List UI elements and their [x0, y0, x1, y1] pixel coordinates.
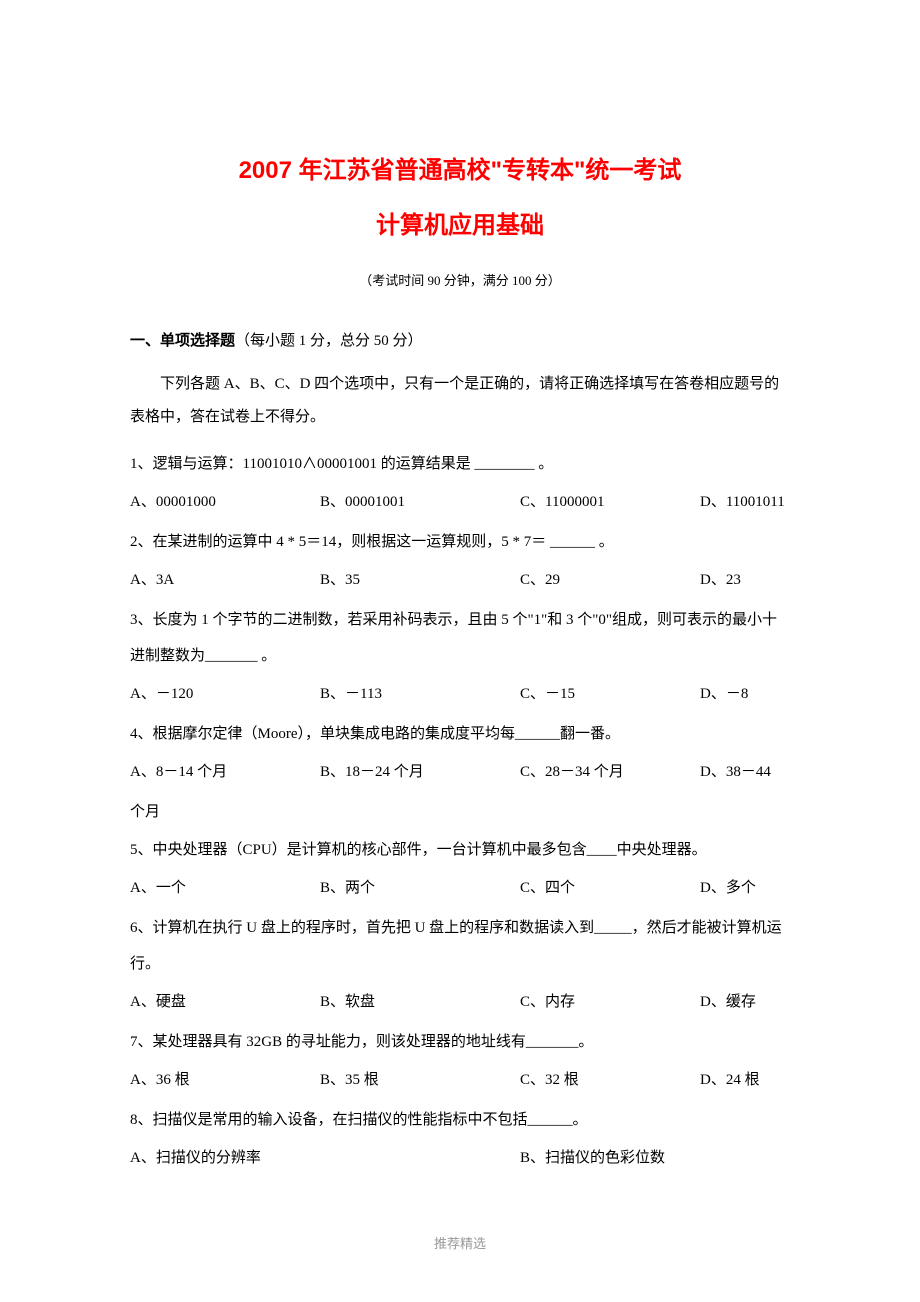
question-6: 6、计算机在执行 U 盘上的程序时，首先把 U 盘上的程序和数据读入到_____… — [130, 910, 790, 982]
question-3: 3、长度为 1 个字节的二进制数，若采用补码表示，且由 5 个"1"和 3 个"… — [130, 602, 790, 674]
q5-opt-b: B、两个 — [320, 870, 520, 906]
q5-opt-d: D、多个 — [700, 870, 790, 906]
question-2: 2、在某进制的运算中 4 * 5＝14，则根据这一运算规则，5 * 7＝ ___… — [130, 524, 790, 560]
q7-opt-b: B、35 根 — [320, 1062, 520, 1098]
q1-opt-b: B、00001001 — [320, 484, 520, 520]
q3-opt-b: B、－113 — [320, 676, 520, 712]
q1-opt-a: A、00001000 — [130, 484, 320, 520]
section-title: 一、单项选择题 — [130, 333, 235, 349]
page-footer: 推荐精选 — [0, 1233, 920, 1252]
question-4: 4、根据摩尔定律（Moore），单块集成电路的集成度平均每______翻一番。 — [130, 716, 790, 752]
q2-opt-c: C、29 — [520, 562, 700, 598]
q7-opt-d: D、24 根 — [700, 1062, 790, 1098]
q5-opt-c: C、四个 — [520, 870, 700, 906]
q8-opt-a: A、扫描仪的分辨率 — [130, 1140, 520, 1176]
question-8-options: A、扫描仪的分辨率 B、扫描仪的色彩位数 — [130, 1140, 790, 1176]
q7-opt-c: C、32 根 — [520, 1062, 700, 1098]
q3-opt-d: D、－8 — [700, 676, 790, 712]
question-4-extra: 个月 — [130, 794, 790, 830]
q5-opt-a: A、一个 — [130, 870, 320, 906]
q6-opt-d: D、缓存 — [700, 984, 790, 1020]
q4-opt-a: A、8－14 个月 — [130, 754, 320, 790]
q7-opt-a: A、36 根 — [130, 1062, 320, 1098]
question-8: 8、扫描仪是常用的输入设备，在扫描仪的性能指标中不包括______。 — [130, 1102, 790, 1138]
q4-opt-d: D、38－44 — [700, 754, 790, 790]
q1-opt-c: C、11000001 — [520, 484, 700, 520]
section-instruction: 下列各题 A、B、C、D 四个选项中，只有一个是正确的，请将正确选择填写在答卷相… — [130, 368, 790, 434]
question-5: 5、中央处理器（CPU）是计算机的核心部件，一台计算机中最多包含____中央处理… — [130, 832, 790, 868]
exam-title-sub: 计算机应用基础 — [130, 205, 790, 240]
question-4-options: A、8－14 个月 B、18－24 个月 C、28－34 个月 D、38－44 — [130, 754, 790, 790]
question-6-options: A、硬盘 B、软盘 C、内存 D、缓存 — [130, 984, 790, 1020]
section-subtitle: （每小题 1 分，总分 50 分） — [235, 333, 423, 349]
q3-opt-a: A、－120 — [130, 676, 320, 712]
q1-opt-d: D、11001011 — [700, 484, 790, 520]
q2-opt-b: B、35 — [320, 562, 520, 598]
q4-opt-b: B、18－24 个月 — [320, 754, 520, 790]
q4-opt-c: C、28－34 个月 — [520, 754, 700, 790]
question-2-options: A、3A B、35 C、29 D、23 — [130, 562, 790, 598]
exam-title-main: 2007 年江苏省普通高校"专转本"统一考试 — [130, 150, 790, 185]
question-7: 7、某处理器具有 32GB 的寻址能力，则该处理器的地址线有_______。 — [130, 1024, 790, 1060]
q2-opt-a: A、3A — [130, 562, 320, 598]
question-1: 1、逻辑与运算：11001010∧00001001 的运算结果是 _______… — [130, 446, 790, 482]
q2-opt-d: D、23 — [700, 562, 790, 598]
question-3-options: A、－120 B、－113 C、－15 D、－8 — [130, 676, 790, 712]
exam-info: （考试时间 90 分钟，满分 100 分） — [130, 270, 790, 289]
question-1-options: A、00001000 B、00001001 C、11000001 D、11001… — [130, 484, 790, 520]
q6-opt-a: A、硬盘 — [130, 984, 320, 1020]
question-5-options: A、一个 B、两个 C、四个 D、多个 — [130, 870, 790, 906]
q8-opt-b: B、扫描仪的色彩位数 — [520, 1140, 790, 1176]
question-7-options: A、36 根 B、35 根 C、32 根 D、24 根 — [130, 1062, 790, 1098]
q3-opt-c: C、－15 — [520, 676, 700, 712]
section-header: 一、单项选择题（每小题 1 分，总分 50 分） — [130, 329, 790, 350]
q6-opt-c: C、内存 — [520, 984, 700, 1020]
q6-opt-b: B、软盘 — [320, 984, 520, 1020]
